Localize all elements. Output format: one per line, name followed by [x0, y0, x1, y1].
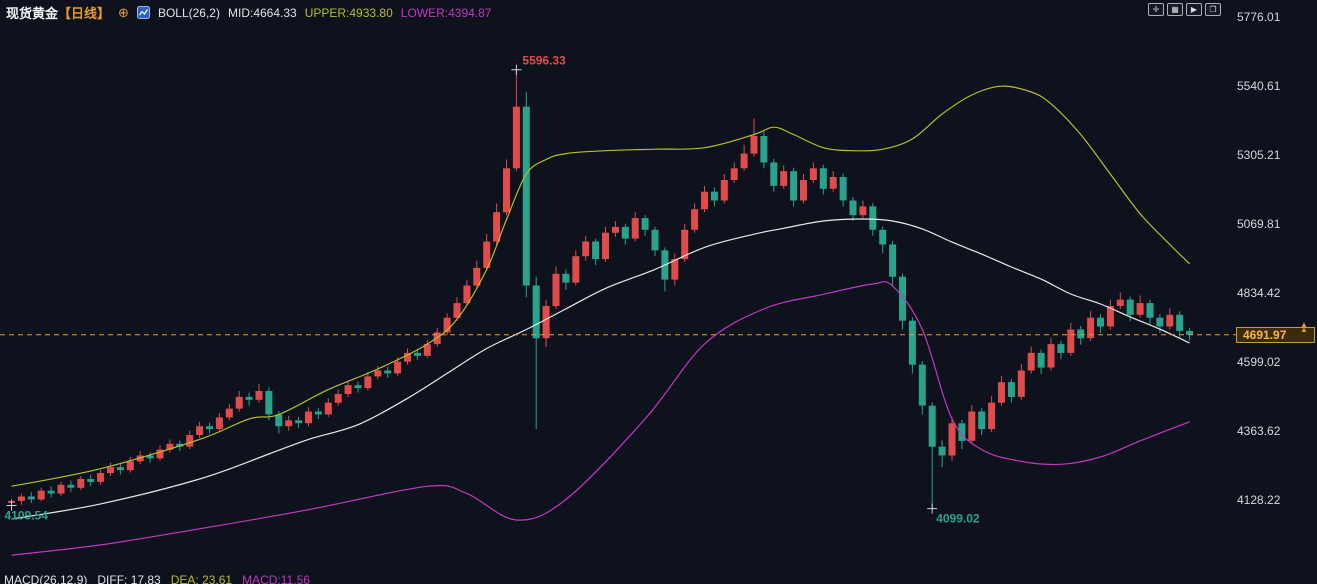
symbol-group: 现货黄金【日线】 [6, 3, 110, 22]
boll-mid-line [11, 218, 1190, 520]
boll-upper-value: UPPER:4933.80 [304, 5, 393, 20]
extreme-marker [6, 500, 17, 511]
arrow-up-icon: ▲ [1300, 325, 1308, 334]
axis-tick: 4599.02 [1237, 355, 1281, 369]
extreme-marker [927, 503, 938, 514]
macd-diff-value: DIFF: 17.83 [97, 573, 161, 584]
indicator-header: 现货黄金【日线】 ⊕ BOLL(26,2) MID:4664.33 UPPER:… [6, 3, 491, 22]
macd-label: MACD(26,12,9) [4, 573, 88, 584]
arrow-up-icon: ▲ [1300, 320, 1308, 329]
boll-label: BOLL(26,2) [157, 5, 220, 20]
axis-tick: 4363.62 [1237, 424, 1281, 438]
add-indicator-icon[interactable]: ⊕ [118, 4, 129, 20]
price-marker-arrows: ▲ ▲ [1300, 320, 1308, 334]
axis-tick: 4128.22 [1237, 493, 1281, 507]
playback-icon[interactable]: ▶ [1186, 3, 1202, 16]
boll-lower-value: LOWER:4394.87 [400, 5, 492, 20]
pane-add-icon[interactable]: ✛ [1148, 3, 1164, 16]
boll-mid-value: MID:4664.33 [227, 5, 297, 20]
boll-lower-line [11, 281, 1190, 556]
axis-tick: 5069.81 [1237, 217, 1281, 231]
axis-tick: 4834.42 [1237, 286, 1281, 300]
macd-value: MACD:11.56 [242, 573, 310, 584]
chart-toolbar: ✛ ▦ ▶ ❐ [1148, 3, 1221, 16]
timeframe-label: 【日线】 [58, 6, 111, 21]
windows-icon[interactable]: ❐ [1205, 3, 1221, 16]
last-price-tag: 4691.97 [1236, 327, 1315, 343]
grid-layout-icon[interactable]: ▦ [1167, 3, 1183, 16]
boll-upper-line [11, 85, 1191, 487]
indicator-chart-icon[interactable] [136, 6, 150, 19]
symbol-name: 现货黄金 [6, 6, 59, 21]
extreme-marker [511, 64, 522, 75]
axis-tick: 5776.01 [1237, 10, 1281, 24]
axis-tick: 5540.61 [1237, 79, 1281, 93]
annotation-low-price-right: 4099.02 [936, 512, 980, 526]
macd-header: MACD(26,12,9) DIFF: 17.83 DEA: 23.61 MAC… [4, 573, 310, 584]
macd-dea-value: DEA: 23.61 [170, 573, 233, 584]
annotation-high-price: 5596.33 [522, 54, 566, 68]
annotation-low-price-left: 4109.54 [5, 509, 49, 523]
axis-tick: 5305.21 [1237, 148, 1281, 162]
candles-layer [8, 69, 1194, 509]
